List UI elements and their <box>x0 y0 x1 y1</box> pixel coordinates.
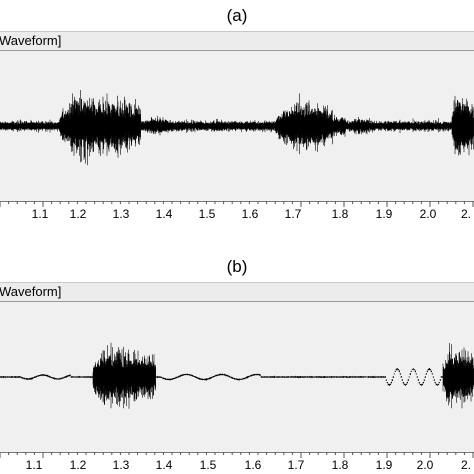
waveform-a-tick-label: 1.1 <box>31 207 49 221</box>
waveform-a-tick-marks <box>0 201 474 207</box>
waveform-b-tick-label: 1.3 <box>112 458 130 472</box>
waveform-a-tick-label: 1.6 <box>241 207 259 221</box>
waveform-a-trace <box>0 90 474 166</box>
waveform-panel-a-title-bar[interactable]: Waveform] <box>0 31 474 51</box>
waveform-b-tick-label: 1.9 <box>375 458 393 472</box>
waveform-signal <box>0 342 474 409</box>
waveform-b-tick-marks <box>0 452 474 458</box>
waveform-a-tick-label: 1.9 <box>375 207 393 221</box>
waveform-b-tick-label: 1.6 <box>244 458 262 472</box>
waveform-a-tick-label: 1.3 <box>112 207 130 221</box>
waveform-a-tick-label: 2. <box>460 207 472 221</box>
waveform-panel-b-title: Waveform] <box>0 284 62 299</box>
waveform-a-tick-label: 1.5 <box>198 207 216 221</box>
waveform-a-tick-label: 1.2 <box>69 207 87 221</box>
waveform-b-tick-label: 1.8 <box>331 458 349 472</box>
waveform-panel-a-title: Waveform] <box>0 33 62 48</box>
waveform-a-time-axis: 1.1 1.2 1.3 1.4 1.5 1.6 1.7 1.8 1.9 2.0 … <box>0 201 474 223</box>
waveform-a-plot-area[interactable] <box>0 51 474 201</box>
waveform-b-time-axis: 1.1 1.2 1.3 1.4 1.5 1.6 1.7 1.8 1.9 2.0 … <box>0 452 474 474</box>
waveform-b-plot-area[interactable] <box>0 302 474 452</box>
panel-a-caption: (a) <box>226 6 248 25</box>
waveform-b-tick-label: 1.5 <box>199 458 217 472</box>
waveform-panel-b-title-bar[interactable]: Waveform] <box>0 282 474 302</box>
waveform-a-tick-label: 2.0 <box>419 207 437 221</box>
waveform-a-tick-label: 1.8 <box>331 207 349 221</box>
waveform-b-tick-label: 1.7 <box>287 458 305 472</box>
waveform-b-tick-label: 1.2 <box>69 458 87 472</box>
waveform-a-tick-label: 1.4 <box>155 207 173 221</box>
waveform-b-trace <box>0 342 474 409</box>
waveform-b-tick-label: 2. <box>460 458 472 472</box>
waveform-b-tick-label: 1.4 <box>155 458 173 472</box>
waveform-b-tick-label: 2.0 <box>416 458 434 472</box>
waveform-signal <box>0 90 474 166</box>
panel-b-caption: (b) <box>226 257 248 276</box>
waveform-b-tick-label: 1.1 <box>25 458 43 472</box>
waveform-a-tick-label: 1.7 <box>284 207 302 221</box>
